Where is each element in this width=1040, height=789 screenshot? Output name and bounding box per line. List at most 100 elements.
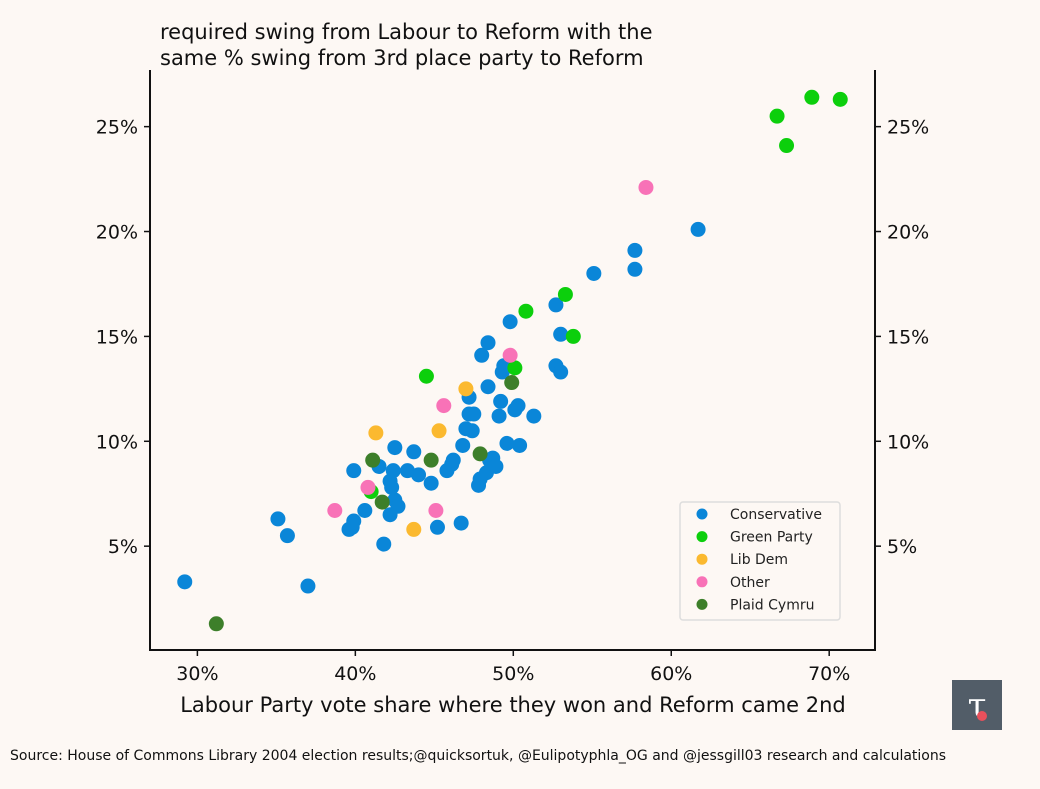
chart-title-line-1: required swing from Labour to Reform wit… <box>160 20 653 44</box>
point-conservative <box>553 326 569 342</box>
legend-label-plaid-cymru: Plaid Cymru <box>730 597 814 613</box>
point-conservative <box>488 458 504 474</box>
point-conservative <box>627 261 643 277</box>
point-conservative <box>279 528 295 544</box>
legend-marker-other <box>696 576 708 588</box>
point-conservative <box>480 335 496 351</box>
point-conservative <box>390 498 406 514</box>
point-conservative <box>586 265 602 281</box>
legend-marker-green-party <box>696 531 708 543</box>
point-conservative <box>553 364 569 380</box>
point-conservative <box>526 408 542 424</box>
x-tick-label: 70% <box>808 663 850 685</box>
point-conservative <box>453 515 469 531</box>
point-green-party <box>518 303 534 319</box>
legend-label-green-party: Green Party <box>730 530 813 546</box>
point-lib-dem <box>431 423 447 439</box>
point-conservative <box>466 406 482 422</box>
legend-marker-plaid-cymru <box>696 598 708 610</box>
point-conservative <box>499 435 515 451</box>
point-other <box>638 179 654 195</box>
x-tick-label: 30% <box>176 663 218 685</box>
point-conservative <box>493 393 509 409</box>
point-conservative <box>423 475 439 491</box>
y-tick-label-right: 20% <box>887 222 929 244</box>
point-plaid-cymru <box>504 375 520 391</box>
point-conservative <box>474 347 490 363</box>
point-lib-dem <box>368 425 384 441</box>
point-green-party <box>565 328 581 344</box>
point-conservative <box>270 511 286 527</box>
x-axis-label: Labour Party vote share where they won a… <box>180 693 846 717</box>
point-conservative <box>480 379 496 395</box>
chart-title-line-2: same % swing from 3rd place party to Ref… <box>160 46 644 70</box>
point-conservative <box>445 452 461 468</box>
logo-box <box>952 680 1002 730</box>
point-plaid-cymru <box>208 616 224 632</box>
point-green-party <box>507 360 523 376</box>
point-conservative <box>627 242 643 258</box>
point-conservative <box>455 437 471 453</box>
axes: 30% 40% 50% 60% 70% 5% 5% 10% 10% 15% 15% 20% 20% 25%… <box>96 70 929 685</box>
point-conservative <box>357 503 373 519</box>
point-plaid-cymru <box>365 452 381 468</box>
x-tick-label: 50% <box>492 663 534 685</box>
point-conservative <box>376 536 392 552</box>
legend-marker-lib-dem <box>696 553 708 565</box>
point-green-party <box>832 91 848 107</box>
y-tick-label-left: 20% <box>96 222 138 244</box>
point-conservative <box>507 402 523 418</box>
point-green-party <box>769 108 785 124</box>
source-note: Source: House of Commons Library 2004 el… <box>10 748 946 764</box>
point-other <box>436 398 452 414</box>
axis-frame <box>149 70 876 651</box>
y-tick-label-left: 5% <box>108 536 138 558</box>
point-conservative <box>406 444 422 460</box>
y-tick-label-right: 25% <box>887 117 929 139</box>
data-points <box>177 89 848 632</box>
point-conservative <box>502 314 518 330</box>
point-conservative <box>387 440 403 456</box>
x-tick-label: 40% <box>334 663 376 685</box>
y-tick-label-right: 10% <box>887 431 929 453</box>
point-conservative <box>512 437 528 453</box>
point-lib-dem <box>458 381 474 397</box>
logo: τ <box>952 680 1002 730</box>
point-other <box>327 503 343 519</box>
point-conservative <box>300 578 316 594</box>
point-green-party <box>779 138 795 154</box>
point-other <box>502 347 518 363</box>
point-plaid-cymru <box>374 494 390 510</box>
point-plaid-cymru <box>423 452 439 468</box>
point-conservative <box>548 297 564 313</box>
legend-label-other: Other <box>730 575 770 591</box>
point-conservative <box>411 467 427 483</box>
point-lib-dem <box>406 521 422 537</box>
point-other <box>360 479 376 495</box>
point-other <box>428 503 444 519</box>
point-conservative <box>690 221 706 237</box>
point-conservative <box>384 479 400 495</box>
point-plaid-cymru <box>472 446 488 462</box>
legend-marker-conservative <box>696 508 708 520</box>
y-tick-label-left: 25% <box>96 117 138 139</box>
y-tick-label-left: 10% <box>96 431 138 453</box>
point-conservative <box>491 408 507 424</box>
point-conservative <box>177 574 193 590</box>
y-tick-label-right: 5% <box>887 536 917 558</box>
legend-box <box>679 501 841 621</box>
logo-dot <box>977 711 987 721</box>
y-tick-label-left: 15% <box>96 326 138 348</box>
point-conservative <box>464 423 480 439</box>
point-conservative <box>344 519 360 535</box>
y-tick-label-right: 15% <box>887 326 929 348</box>
point-green-party <box>557 286 573 302</box>
point-conservative <box>346 463 362 479</box>
legend-label-conservative: Conservative <box>730 507 822 523</box>
point-green-party <box>804 89 820 105</box>
legend-label-lib-dem: Lib Dem <box>730 552 788 568</box>
point-conservative <box>429 519 445 535</box>
point-green-party <box>418 368 434 384</box>
